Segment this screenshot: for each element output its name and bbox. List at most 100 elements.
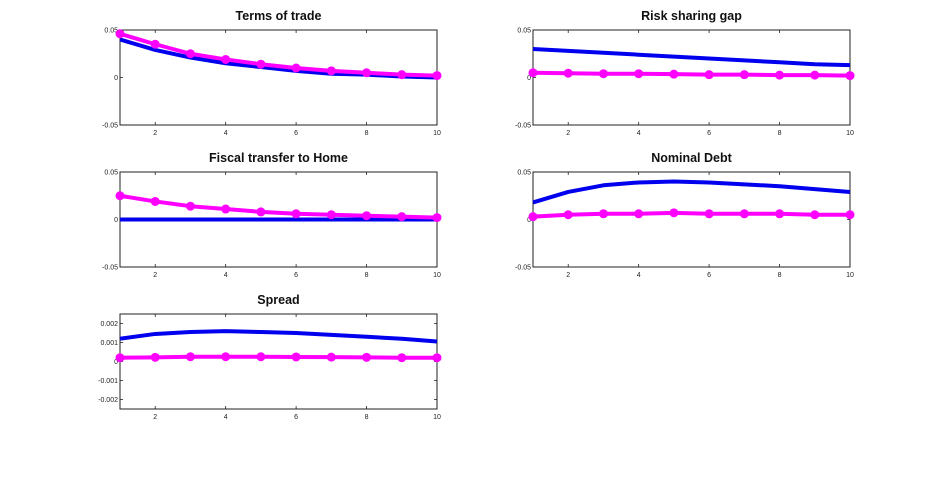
subplot-title: Terms of trade: [236, 9, 322, 23]
data-point: [775, 209, 785, 219]
y-tick-label: -0.05: [515, 265, 531, 272]
data-point: [397, 70, 407, 80]
data-point: [634, 69, 644, 79]
series-line: [532, 210, 850, 219]
data-point: [563, 68, 573, 78]
series-line: [119, 354, 437, 360]
series-line: [532, 70, 851, 78]
subplot: Nominal Debt 2 4 6 8 10 -0.05 0 0.05: [515, 151, 855, 279]
data-point: [432, 213, 442, 223]
x-tick-label: 8: [365, 130, 369, 137]
data-point: [362, 352, 372, 362]
x-tick-label: 2: [566, 272, 570, 279]
series-line: [119, 329, 438, 344]
data-point: [669, 208, 679, 218]
data-point: [739, 209, 749, 219]
series-line: [532, 179, 851, 205]
x-tick-label: 2: [566, 130, 570, 137]
data-point: [845, 210, 855, 220]
y-tick-label: 0: [527, 217, 531, 224]
data-point: [739, 70, 749, 80]
data-point: [528, 68, 538, 78]
data-point: [221, 352, 231, 362]
y-tick-label: 0: [114, 75, 118, 82]
x-tick-label: 10: [433, 272, 441, 279]
x-tick-label: 6: [294, 272, 298, 279]
data-point: [150, 39, 160, 49]
data-point: [291, 209, 301, 219]
y-tick-label: 0.05: [104, 170, 118, 177]
x-tick-label: 4: [224, 130, 228, 137]
data-point: [150, 196, 160, 206]
x-tick-label: 4: [224, 272, 228, 279]
data-point: [115, 191, 125, 201]
axes-frame: [532, 29, 851, 126]
data-point: [845, 71, 855, 81]
data-point: [634, 209, 644, 219]
x-tick-label: 10: [846, 272, 854, 279]
data-point: [221, 54, 231, 64]
data-point: [704, 209, 714, 219]
data-point: [256, 207, 266, 217]
data-point: [432, 353, 442, 363]
y-tick-label: -0.05: [515, 123, 531, 130]
x-tick-label: 8: [778, 130, 782, 137]
y-tick-label: 0.001: [100, 340, 118, 347]
y-tick-label: -0.001: [98, 378, 118, 385]
data-point: [598, 69, 608, 79]
subplot: Terms of trade 2 4 6 8 10 -0.05 0 0.05: [102, 9, 442, 137]
y-tick-label: -0.05: [102, 123, 118, 130]
data-point: [221, 204, 231, 214]
data-point: [775, 70, 785, 80]
data-point: [810, 70, 820, 80]
data-point: [326, 210, 336, 220]
x-tick-label: 8: [365, 272, 369, 279]
y-tick-label: 0.05: [517, 28, 531, 35]
x-tick-label: 4: [637, 130, 641, 137]
x-tick-label: 8: [365, 414, 369, 421]
x-tick-label: 6: [707, 130, 711, 137]
data-point: [704, 70, 714, 80]
data-point: [432, 71, 442, 81]
data-point: [256, 59, 266, 69]
data-point: [598, 209, 608, 219]
data-point: [362, 211, 372, 221]
data-point: [528, 212, 538, 222]
x-tick-label: 10: [433, 414, 441, 421]
subplot-title: Nominal Debt: [651, 151, 732, 165]
y-tick-label: -0.05: [102, 265, 118, 272]
data-point: [291, 63, 301, 73]
series-line: [119, 193, 438, 220]
data-point: [115, 353, 125, 363]
data-point: [810, 210, 820, 220]
x-tick-label: 6: [294, 414, 298, 421]
data-point: [150, 352, 160, 362]
subplot: Risk sharing gap 2 4 6 8 10 -0.05 0 0.05: [515, 9, 855, 137]
x-tick-label: 10: [433, 130, 441, 137]
data-point: [326, 352, 336, 362]
data-point: [185, 352, 195, 362]
x-tick-label: 2: [153, 272, 157, 279]
data-point: [362, 68, 372, 78]
series-line: [119, 31, 438, 78]
data-point: [563, 210, 573, 220]
y-tick-label: 0.05: [104, 28, 118, 35]
data-point: [397, 353, 407, 363]
subplot: Fiscal transfer to Home 2 4 6 8 10 -0.05 0 0.05: [102, 151, 442, 279]
y-tick-label: 0: [114, 359, 118, 366]
data-point: [115, 29, 125, 39]
x-tick-label: 4: [224, 414, 228, 421]
x-tick-label: 10: [846, 130, 854, 137]
data-point: [397, 212, 407, 222]
y-tick-label: 0: [114, 217, 118, 224]
x-tick-label: 2: [153, 414, 157, 421]
series-line: [532, 47, 851, 68]
data-point: [185, 49, 195, 59]
x-tick-label: 4: [637, 272, 641, 279]
data-point: [185, 201, 195, 211]
x-tick-label: 6: [707, 272, 711, 279]
y-tick-label: 0.05: [517, 170, 531, 177]
x-tick-label: 2: [153, 130, 157, 137]
subplot-title: Spread: [257, 293, 299, 307]
